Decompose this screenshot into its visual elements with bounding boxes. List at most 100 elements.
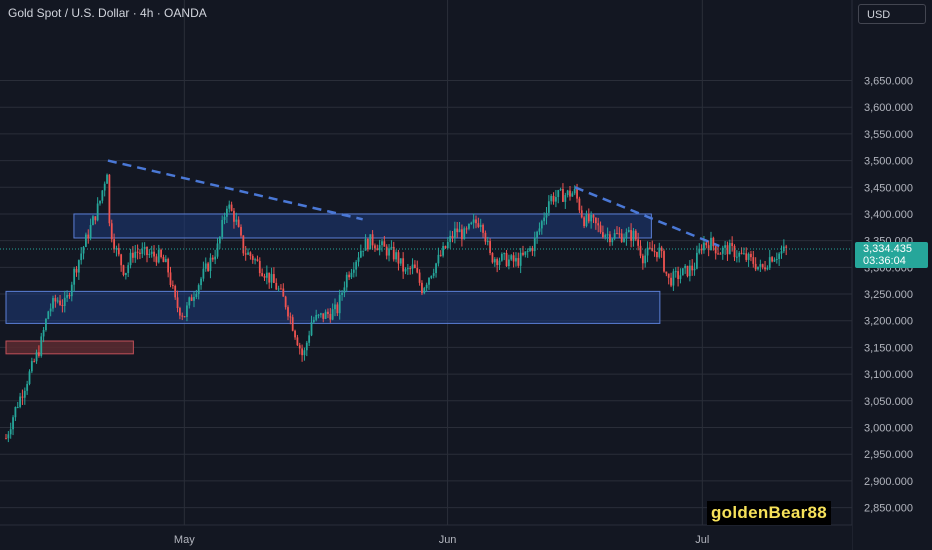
candle-body xyxy=(625,232,628,239)
candle-body xyxy=(616,233,618,235)
upper-resistance-zone[interactable] xyxy=(73,213,652,239)
candle-body xyxy=(399,258,402,264)
candle-body xyxy=(747,253,750,260)
candle-body xyxy=(148,253,151,256)
candle-body xyxy=(764,267,766,270)
candle-body xyxy=(479,224,482,227)
currency-button[interactable]: USD xyxy=(858,4,926,24)
candle-body xyxy=(176,297,179,309)
candle-body xyxy=(482,224,484,233)
candle-body xyxy=(623,238,625,242)
candle-body xyxy=(724,245,726,248)
candle-body xyxy=(45,318,47,331)
candle-body xyxy=(430,275,433,278)
candle-body xyxy=(383,241,386,247)
candle-body xyxy=(766,267,769,270)
candle-body xyxy=(183,316,186,318)
candle-body xyxy=(167,259,170,273)
descending-trendline-1[interactable] xyxy=(107,159,363,221)
candle-body xyxy=(470,222,473,224)
candle-body xyxy=(602,232,604,238)
candle-body xyxy=(416,268,419,273)
author-watermark: goldenBear88 xyxy=(707,501,832,525)
last-price-badge: 3,334.435 03:36:04 xyxy=(855,241,928,268)
candle-body xyxy=(609,234,611,243)
candle-body xyxy=(477,223,480,227)
candle-body xyxy=(343,287,346,293)
candle-body xyxy=(585,213,588,227)
candle-body xyxy=(164,259,167,263)
candle-body xyxy=(134,251,137,258)
candle-body xyxy=(451,235,454,238)
candle-body xyxy=(726,245,729,255)
candle-body xyxy=(388,248,390,256)
candle-body xyxy=(19,396,21,407)
descending-trendline-2[interactable] xyxy=(574,186,720,248)
candle-body xyxy=(639,245,642,256)
candle-body xyxy=(667,273,670,278)
time-tick-label: Jun xyxy=(439,534,457,546)
candle-body xyxy=(731,243,734,247)
candle-body xyxy=(646,247,649,256)
candle-body xyxy=(355,261,358,270)
candle-body xyxy=(312,319,315,323)
candle-body xyxy=(705,242,708,246)
candle-body xyxy=(80,253,83,261)
price-tick-label: 3,600.000 xyxy=(864,102,913,114)
candle-body xyxy=(230,204,233,211)
candle-body xyxy=(124,272,127,275)
candle-body xyxy=(289,316,292,318)
candle-body xyxy=(160,249,162,258)
candle-body xyxy=(493,259,496,263)
candle-body xyxy=(345,274,348,288)
candle-body xyxy=(597,223,600,226)
candle-body xyxy=(117,248,120,255)
candle-body xyxy=(103,183,106,191)
candle-countdown: 03:36:04 xyxy=(863,255,906,267)
candle-body xyxy=(522,252,524,255)
candle-body xyxy=(155,256,158,263)
candle-body xyxy=(150,251,153,254)
candle-body xyxy=(106,174,108,184)
candle-body xyxy=(371,234,374,246)
candle-body xyxy=(136,251,139,253)
candle-body xyxy=(82,246,85,254)
candle-body xyxy=(96,203,99,221)
candle-body xyxy=(686,265,689,277)
candle-body xyxy=(275,282,278,290)
candle-body xyxy=(56,300,59,302)
candle-body xyxy=(611,238,614,243)
candle-body xyxy=(113,239,115,250)
candle-body xyxy=(331,309,334,320)
candle-body xyxy=(759,264,762,267)
candle-body xyxy=(681,268,684,276)
candle-body xyxy=(404,268,407,272)
candle-body xyxy=(775,258,778,260)
candle-body xyxy=(656,251,658,258)
candle-body xyxy=(547,201,550,213)
price-tick-label: 3,100.000 xyxy=(864,369,913,381)
candle-body xyxy=(486,241,489,243)
candle-body xyxy=(472,219,475,223)
red-demand-zone[interactable] xyxy=(5,340,134,355)
candle-body xyxy=(745,253,748,260)
candle-body xyxy=(94,216,97,221)
candle-body xyxy=(484,232,487,242)
candle-body xyxy=(282,288,285,297)
candle-body xyxy=(28,371,31,384)
candle-body xyxy=(545,212,548,218)
candle-body xyxy=(200,278,202,286)
candle-body xyxy=(298,345,301,349)
candle-body xyxy=(627,230,630,233)
candle-body xyxy=(350,272,353,278)
candle-body xyxy=(195,293,198,297)
candle-body xyxy=(216,243,219,257)
price-tick-label: 3,200.000 xyxy=(864,316,913,328)
candle-body xyxy=(16,406,19,408)
candle-body xyxy=(26,383,29,391)
candle-body xyxy=(641,255,644,264)
candle-body xyxy=(214,256,217,260)
candle-body xyxy=(294,330,296,338)
candle-body xyxy=(226,208,228,217)
